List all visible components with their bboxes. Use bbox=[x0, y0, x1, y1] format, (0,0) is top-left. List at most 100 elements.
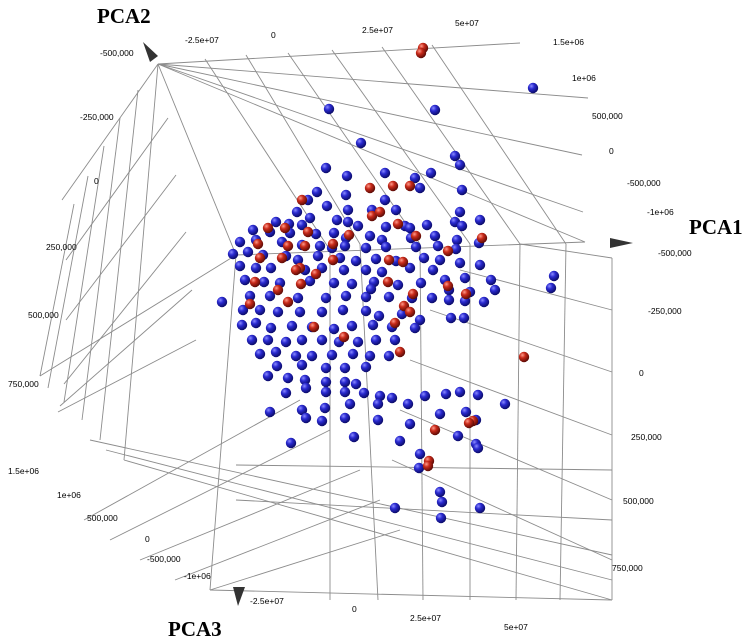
blue-data-point bbox=[380, 241, 392, 253]
blue-data-point bbox=[548, 270, 560, 282]
right-lower-tick-label: 0 bbox=[639, 368, 644, 378]
blue-data-point bbox=[350, 255, 362, 267]
blue-data-point bbox=[404, 262, 416, 274]
blue-data-point bbox=[443, 294, 455, 306]
blue-data-point bbox=[360, 305, 372, 317]
red-data-point bbox=[276, 252, 288, 264]
blue-data-point bbox=[320, 292, 332, 304]
right-upper-tick-label: -1e+06 bbox=[647, 207, 674, 217]
red-data-point bbox=[392, 218, 404, 230]
blue-data-point bbox=[342, 204, 354, 216]
blue-data-point bbox=[404, 222, 416, 234]
red-data-point bbox=[282, 296, 294, 308]
blue-data-point bbox=[389, 502, 401, 514]
blue-data-point bbox=[339, 412, 351, 424]
blue-data-point bbox=[452, 430, 464, 442]
red-data-point bbox=[272, 284, 284, 296]
red-data-point bbox=[476, 232, 488, 244]
blue-data-point bbox=[262, 334, 274, 346]
red-data-point bbox=[394, 346, 406, 358]
blue-data-point bbox=[339, 376, 351, 388]
right-lower-tick-label: 750,000 bbox=[612, 563, 643, 573]
blue-data-point bbox=[296, 404, 308, 416]
red-data-point bbox=[262, 222, 274, 234]
red-data-point bbox=[308, 321, 320, 333]
blue-data-point bbox=[328, 323, 340, 335]
blue-data-point bbox=[472, 442, 484, 454]
blue-data-point bbox=[404, 418, 416, 430]
red-data-point bbox=[442, 245, 454, 257]
blue-data-point bbox=[370, 253, 382, 265]
blue-data-point bbox=[280, 387, 292, 399]
pca3-arrow-icon bbox=[233, 587, 245, 606]
blue-data-point bbox=[236, 319, 248, 331]
right-upper-tick-label: 1e+06 bbox=[572, 73, 596, 83]
blue-data-point bbox=[485, 274, 497, 286]
blue-data-point bbox=[367, 319, 379, 331]
red-data-point bbox=[429, 424, 441, 436]
blue-data-point bbox=[347, 348, 359, 360]
blue-data-point bbox=[338, 264, 350, 276]
blue-data-point bbox=[271, 360, 283, 372]
blue-data-point bbox=[394, 435, 406, 447]
blue-data-point bbox=[456, 220, 468, 232]
blue-data-point bbox=[350, 378, 362, 390]
blue-data-point bbox=[321, 200, 333, 212]
blue-data-point bbox=[292, 292, 304, 304]
blue-data-point bbox=[432, 240, 444, 252]
red-data-point bbox=[422, 460, 434, 472]
blue-data-point bbox=[429, 104, 441, 116]
left-tick-label: -250,000 bbox=[80, 112, 114, 122]
red-data-point bbox=[407, 288, 419, 300]
grid-lines bbox=[39, 42, 613, 601]
blue-data-point bbox=[372, 398, 384, 410]
blue-data-point bbox=[331, 214, 343, 226]
red-data-point bbox=[518, 351, 530, 363]
blue-data-point bbox=[328, 227, 340, 239]
right-lower-tick-label: -500,000 bbox=[658, 248, 692, 258]
blue-data-point bbox=[250, 262, 262, 274]
pca2-arrow-icon bbox=[143, 42, 158, 62]
blue-data-point bbox=[436, 496, 448, 508]
red-data-point bbox=[249, 276, 261, 288]
blue-data-point bbox=[265, 262, 277, 274]
red-data-point bbox=[366, 210, 378, 222]
blue-data-point bbox=[373, 310, 385, 322]
blue-data-point bbox=[451, 234, 463, 246]
blue-data-point bbox=[364, 230, 376, 242]
left-tick-label: 500,000 bbox=[28, 310, 59, 320]
right-lower-tick-label: 500,000 bbox=[623, 496, 654, 506]
blue-data-point bbox=[454, 159, 466, 171]
blue-data-point bbox=[434, 486, 446, 498]
left-tick-label: 0 bbox=[94, 176, 99, 186]
red-data-point bbox=[343, 229, 355, 241]
red-data-point bbox=[299, 240, 311, 252]
red-data-point bbox=[397, 256, 409, 268]
red-data-point bbox=[442, 280, 454, 292]
blue-data-point bbox=[360, 291, 372, 303]
red-data-point bbox=[327, 254, 339, 266]
blue-data-point bbox=[314, 240, 326, 252]
blue-data-point bbox=[434, 254, 446, 266]
blue-data-point bbox=[454, 257, 466, 269]
blue-data-point bbox=[390, 204, 402, 216]
top-tick-label: 5e+07 bbox=[455, 18, 479, 28]
red-data-point bbox=[310, 268, 322, 280]
blue-data-point bbox=[258, 276, 270, 288]
right-upper-tick-label: -500,000 bbox=[627, 178, 661, 188]
blue-data-point bbox=[460, 406, 472, 418]
blue-data-point bbox=[246, 334, 258, 346]
blue-data-point bbox=[328, 277, 340, 289]
blue-data-point bbox=[374, 390, 386, 402]
blue-data-point bbox=[383, 350, 395, 362]
red-data-point bbox=[389, 317, 401, 329]
blue-data-point bbox=[234, 236, 246, 248]
axis-arrows bbox=[143, 42, 633, 606]
tick-labels: -2.5e+07 0 2.5e+07 5e+07 -500,000 -250,0… bbox=[8, 18, 692, 632]
blue-data-point bbox=[383, 291, 395, 303]
blue-data-point bbox=[326, 349, 338, 361]
blue-data-point bbox=[364, 350, 376, 362]
red-data-point bbox=[282, 240, 294, 252]
blue-data-point bbox=[419, 390, 431, 402]
